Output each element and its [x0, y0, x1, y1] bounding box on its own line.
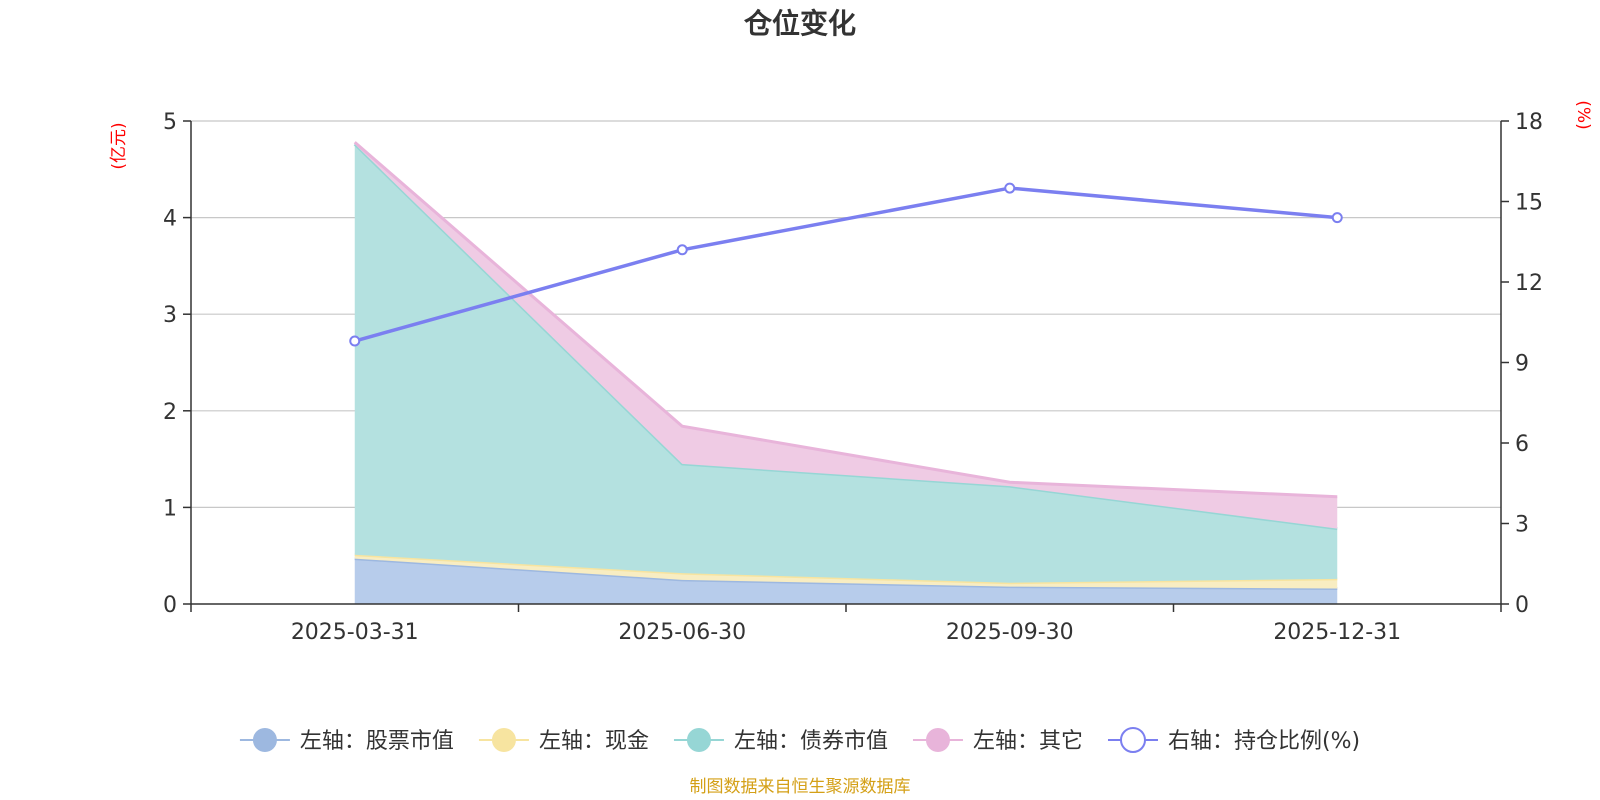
right-axis-tick-label: 15 — [1515, 191, 1543, 216]
legend-label: 左轴：股票市值 — [300, 729, 454, 754]
legend-label: 左轴：债券市值 — [734, 729, 888, 754]
holding-ratio-line — [354, 186, 1338, 343]
holding-ratio-point[interactable] — [1004, 182, 1016, 194]
left-axis-tick-label: 2 — [163, 400, 177, 425]
holding-ratio-point[interactable] — [349, 335, 361, 347]
area-左轴：债券市值 — [354, 144, 1338, 583]
right-axis-tick-label: 3 — [1515, 513, 1529, 538]
left-axis-tick-label: 1 — [163, 496, 177, 521]
holding-ratio-point[interactable] — [676, 244, 688, 256]
legend-item[interactable]: 右轴：持仓比例(%) — [1107, 727, 1360, 754]
legend-item[interactable]: 左轴：其它 — [912, 728, 1083, 754]
holding-ratio-line-layer — [349, 182, 1343, 347]
legend-label: 左轴：现金 — [539, 729, 649, 754]
right-axis-tick-label: 9 — [1515, 352, 1529, 377]
left-axis-unit-label: (亿元) — [109, 122, 129, 169]
legend-circle-icon — [491, 728, 516, 752]
area-edge-左轴：其它 — [353, 141, 1338, 499]
x-axis-tick-label: 2025-03-31 — [291, 620, 419, 645]
stacked-areas — [353, 141, 1338, 604]
legend-circle-icon — [925, 728, 950, 752]
legend-label: 右轴：持仓比例(%) — [1168, 729, 1360, 754]
right-axis-tick-label: 12 — [1515, 271, 1543, 296]
right-axis-tick-label: 0 — [1515, 593, 1529, 618]
x-axis-tick-label: 2025-12-31 — [1273, 620, 1401, 645]
legend-item[interactable]: 左轴：现金 — [478, 728, 649, 754]
holding-ratio-point[interactable] — [1331, 212, 1343, 224]
right-axis-tick-label: 6 — [1515, 432, 1529, 457]
area-左轴：股票市值 — [354, 558, 1338, 604]
area-左轴：其它 — [354, 142, 1338, 529]
x-axis-tick-label: 2025-09-30 — [946, 620, 1074, 645]
legend: 左轴：股票市值 左轴：现金 左轴：债券市值 左轴：其它 右轴：持仓比例(%) — [239, 727, 1360, 754]
legend-item[interactable]: 左轴：债券市值 — [673, 728, 888, 754]
area-左轴：现金 — [354, 554, 1338, 589]
left-axis-tick-label: 5 — [163, 110, 177, 135]
legend-circle-icon — [686, 728, 711, 752]
legend-label: 左轴：其它 — [973, 729, 1083, 754]
legend-hollow-circle-icon — [1119, 727, 1146, 753]
chart-title: 仓位变化 — [744, 7, 856, 40]
right-axis-unit-label: (%) — [1573, 100, 1593, 129]
left-axis-tick-label: 4 — [163, 207, 177, 232]
x-axis-tick-label: 2025-06-30 — [618, 620, 746, 645]
left-axis-tick-label: 0 — [163, 593, 177, 618]
legend-item[interactable]: 左轴：股票市值 — [239, 728, 454, 754]
left-axis-tick-label: 3 — [163, 303, 177, 328]
source-note: 制图数据来自恒生聚源数据库 — [690, 777, 911, 797]
legend-circle-icon — [252, 728, 277, 752]
right-axis-tick-label: 18 — [1515, 110, 1543, 135]
